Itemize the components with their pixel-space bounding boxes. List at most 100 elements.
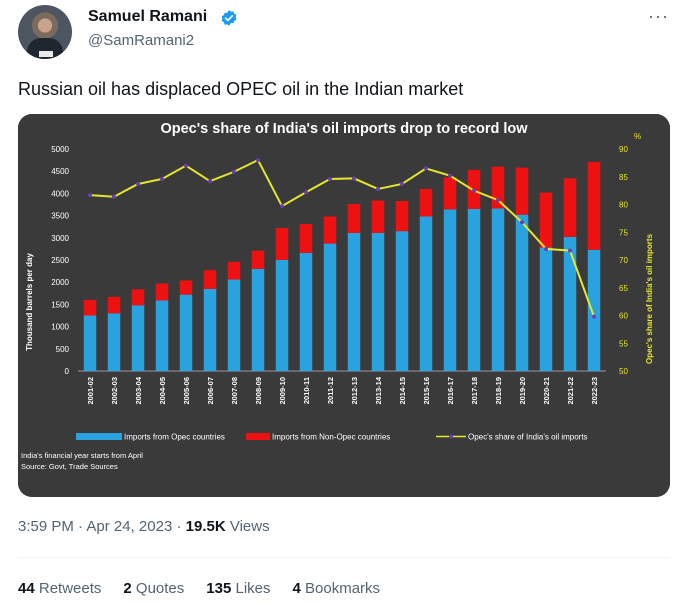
y-tick-label: 500 — [56, 345, 70, 354]
avatar[interactable] — [18, 5, 72, 59]
x-tick-label: 2020-21 — [542, 377, 551, 405]
avatar-suit — [27, 38, 63, 59]
bar-opec — [515, 214, 529, 371]
x-tick-label: 2010-11 — [302, 377, 311, 404]
bar-non-opec — [155, 283, 169, 301]
bar-non-opec — [83, 299, 97, 316]
x-tick-label: 2001-02 — [86, 377, 95, 405]
bar-opec — [203, 288, 217, 371]
point-opec-share — [88, 193, 92, 198]
bar-non-opec — [491, 166, 505, 209]
y-tick-label: 3000 — [51, 234, 69, 243]
x-tick-label: 2011-12 — [326, 377, 335, 404]
bar-non-opec — [251, 250, 265, 269]
bar-opec — [299, 252, 313, 371]
point-opec-share — [208, 179, 212, 184]
x-tick-label: 2018-19 — [494, 377, 503, 405]
y2-tick-label: 55 — [619, 339, 628, 348]
y-tick-label: 1000 — [51, 323, 69, 332]
point-opec-share — [304, 190, 308, 195]
chart-title: Opec's share of India's oil imports drop… — [160, 121, 528, 137]
bar-opec — [443, 209, 457, 371]
bar-opec — [587, 249, 601, 371]
y-tick-label: 2000 — [51, 278, 69, 287]
bar-non-opec — [515, 167, 529, 215]
x-tick-label: 2016-17 — [446, 377, 455, 405]
bar-opec — [563, 236, 577, 371]
x-tick-label: 2017-18 — [470, 377, 479, 405]
point-opec-share — [400, 181, 404, 186]
point-opec-share — [328, 176, 332, 181]
bar-non-opec — [227, 261, 241, 280]
retweets-label: Retweets — [38, 580, 102, 597]
x-tick-label: 2002-03 — [110, 377, 119, 405]
bar-non-opec — [323, 216, 337, 244]
quotes-stat[interactable]: 2 Quotes — [123, 580, 184, 597]
x-tick-label: 2005-06 — [182, 377, 191, 405]
oil-imports-chart: Opec's share of India's oil imports drop… — [18, 114, 670, 497]
x-tick-label: 2022-23 — [590, 377, 599, 405]
quotes-count: 2 — [123, 580, 132, 597]
point-opec-share — [520, 220, 524, 225]
legend-label-non-opec: Imports from Non-Opec countries — [272, 433, 390, 442]
y2-tick-label: 60 — [619, 312, 628, 321]
bar-non-opec — [299, 224, 313, 253]
legend-marker-share — [449, 434, 453, 439]
bar-opec — [107, 313, 121, 371]
y-tick-label: 4500 — [51, 167, 69, 176]
legend-swatch-non-opec — [246, 433, 270, 440]
tweet-date[interactable]: Apr 24, 2023 — [86, 518, 173, 535]
retweets-stat[interactable]: 44 Retweets — [18, 580, 101, 597]
bar-non-opec — [371, 200, 385, 233]
point-opec-share — [472, 188, 476, 193]
bar-opec — [491, 208, 505, 371]
y2-tick-label: 70 — [619, 256, 628, 265]
bookmarks-stat[interactable]: 4 Bookmarks — [293, 580, 381, 597]
y-tick-label: 4000 — [51, 189, 69, 198]
x-tick-label: 2004-05 — [158, 377, 167, 405]
point-opec-share — [592, 314, 596, 319]
bar-opec — [155, 300, 169, 371]
point-opec-share — [136, 181, 140, 186]
x-tick-label: 2006-07 — [206, 377, 215, 405]
bar-non-opec — [395, 200, 409, 232]
divider — [18, 557, 670, 558]
retweets-count: 44 — [18, 580, 35, 597]
bar-opec — [539, 247, 553, 371]
meta-separator-2: · — [176, 518, 182, 535]
bar-opec — [323, 243, 337, 371]
bar-non-opec — [347, 204, 361, 233]
bar-non-opec — [443, 177, 457, 210]
bar-opec — [275, 260, 289, 371]
author-handle[interactable]: @SamRamani2 — [88, 32, 195, 49]
point-opec-share — [424, 166, 428, 171]
y2-tick-label: 50 — [619, 367, 628, 376]
point-opec-share — [256, 158, 260, 163]
verified-badge-icon — [221, 10, 237, 26]
likes-count: 135 — [206, 580, 232, 597]
y2-tick-label: 75 — [619, 228, 628, 237]
bar-non-opec — [587, 161, 601, 250]
x-tick-label: 2021-22 — [566, 377, 575, 405]
point-opec-share — [232, 169, 236, 174]
chart-source: Source: Govt, Trade Sources — [21, 462, 118, 471]
bar-non-opec — [539, 192, 553, 248]
x-tick-label: 2015-16 — [422, 377, 431, 405]
meta-separator: · — [78, 518, 84, 535]
likes-stat[interactable]: 135 Likes — [206, 580, 270, 597]
y-tick-label: 0 — [65, 367, 70, 376]
bar-opec — [467, 208, 481, 371]
point-opec-share — [544, 246, 548, 251]
legend-label-share: Opec's share of India's oil imports — [468, 433, 588, 442]
y2-tick-label: 85 — [619, 173, 628, 182]
tweet-time[interactable]: 3:59 PM — [18, 518, 74, 535]
point-opec-share — [280, 204, 284, 209]
bar-opec — [179, 294, 193, 371]
bar-non-opec — [275, 228, 289, 260]
x-tick-label: 2008-09 — [254, 377, 263, 405]
y-tick-label: 5000 — [51, 145, 69, 154]
author-name[interactable]: Samuel Ramani — [88, 8, 208, 25]
point-opec-share — [496, 198, 500, 203]
chart-image[interactable]: Opec's share of India's oil imports drop… — [18, 114, 670, 497]
more-horizontal-icon[interactable]: ··· — [648, 6, 669, 26]
